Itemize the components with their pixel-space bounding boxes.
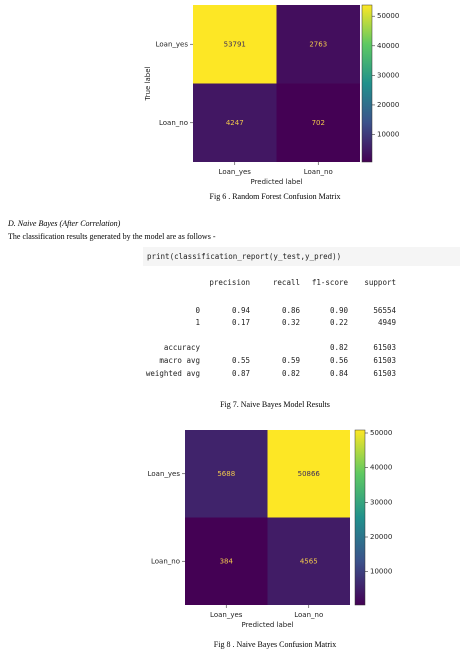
colorbar-tick-label: 40000 <box>377 42 399 50</box>
report-cell: 0.22 <box>330 318 348 327</box>
report-cell: accuracy <box>164 343 201 352</box>
colorbar-tick-label: 20000 <box>370 533 392 541</box>
colorbar-tick-label: 50000 <box>370 429 392 437</box>
cell-label: 2763 <box>309 40 327 48</box>
cell-label: 702 <box>312 119 325 127</box>
report-header: precision <box>209 278 250 287</box>
report-cell: weighted avg <box>146 369 200 378</box>
report-cell: 1 <box>195 318 200 327</box>
y-tick-label: Loan_yes <box>156 40 189 48</box>
report-cell: 61503 <box>373 369 396 378</box>
x-tick-label: Loan_no <box>304 168 333 176</box>
report-cell: 61503 <box>373 356 396 365</box>
report-cell: 0.55 <box>232 356 250 365</box>
cell-label: 53791 <box>224 40 246 48</box>
colorbar-tick-label: 50000 <box>377 12 399 20</box>
report-header: f1-score <box>312 278 349 287</box>
y-tick-label: Loan_no <box>151 557 180 565</box>
report-cell: 0.17 <box>232 318 250 327</box>
cell-label: 4565 <box>300 557 318 565</box>
report-cell: 61503 <box>373 343 396 352</box>
report-cell: 56554 <box>373 306 396 315</box>
report-cell: 0.59 <box>282 356 300 365</box>
x-tick-label: Loan_yes <box>219 168 252 176</box>
cell-label: 5688 <box>217 470 235 478</box>
report-cell: 0.82 <box>330 343 348 352</box>
colorbar-tick-label: 30000 <box>377 71 399 79</box>
caption: Fig 6 . Random Forest Confusion Matrix <box>210 192 341 201</box>
report-cell: 0.56 <box>330 356 349 365</box>
heatmap-cell <box>193 5 277 84</box>
colorbar-tick-label: 10000 <box>370 568 392 576</box>
heatmap-cell <box>267 517 350 605</box>
colorbar <box>354 429 366 606</box>
report-cell: 0.32 <box>282 318 300 327</box>
cell-label: 384 <box>220 557 234 565</box>
x-axis-title: Predicted label <box>250 178 302 186</box>
cell-label: 4247 <box>226 119 244 127</box>
colorbar-tick-label: 10000 <box>377 131 399 139</box>
colorbar-tick-label: 30000 <box>370 498 392 506</box>
report-cell: 0.82 <box>282 369 300 378</box>
report-cell: 0.90 <box>330 306 349 315</box>
report-cell: 0.86 <box>282 306 301 315</box>
x-axis-title: Predicted label <box>241 621 293 629</box>
y-tick-label: Loan_no <box>159 119 188 127</box>
cell-label: 50866 <box>298 470 321 478</box>
report-cell: 0 <box>195 306 200 315</box>
code-cell <box>143 247 460 266</box>
report-header: support <box>364 278 396 287</box>
y-tick-label: Loan_yes <box>148 470 181 478</box>
x-tick-label: Loan_yes <box>210 611 243 619</box>
report-cell: macro avg <box>159 356 200 365</box>
colorbar <box>361 4 373 163</box>
report-header: recall <box>273 278 300 287</box>
body-text: The classification results generated by … <box>8 232 216 241</box>
heatmap-cell <box>193 83 277 162</box>
heatmap-cell <box>276 5 360 84</box>
heatmap-cell <box>185 517 268 605</box>
section-heading: D. Naive Bayes (After Correlation) <box>7 219 121 228</box>
y-axis-title: True label <box>144 66 152 101</box>
x-tick-label: Loan_no <box>294 611 323 619</box>
report-cell: 0.87 <box>232 369 250 378</box>
code: print(classification_report(y_test,y_pre… <box>147 252 341 261</box>
report-cell: 0.84 <box>330 369 349 378</box>
caption: Fig 7. Naive Bayes Model Results <box>220 400 330 409</box>
heatmap-cell <box>276 83 360 162</box>
heatmap-cell <box>185 430 268 518</box>
report-cell: 4949 <box>378 318 396 327</box>
report-cell: 0.94 <box>232 306 251 315</box>
caption: Fig 8 . Naive Bayes Confusion Matrix <box>214 640 336 649</box>
heatmap-cell <box>267 430 350 518</box>
colorbar-tick-label: 40000 <box>370 464 392 472</box>
colorbar-tick-label: 20000 <box>377 101 399 109</box>
